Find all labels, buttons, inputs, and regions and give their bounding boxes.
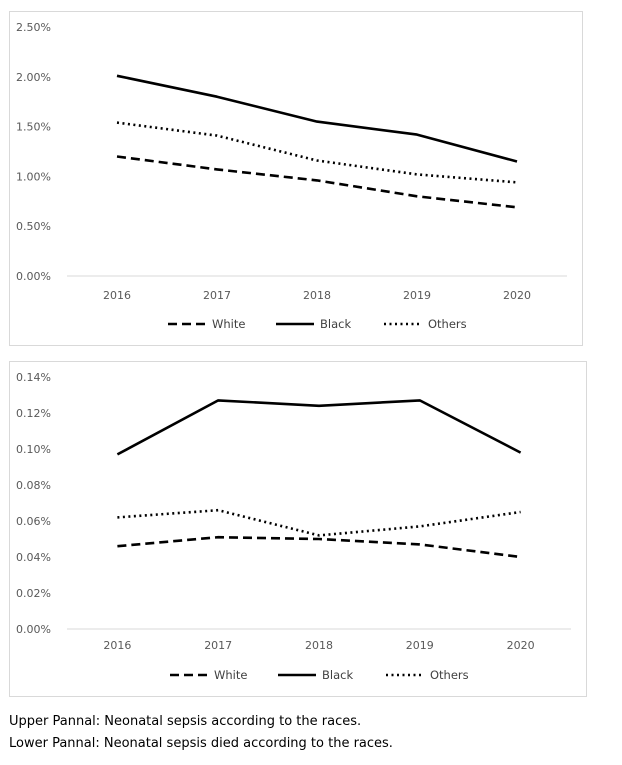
caption-upper: Upper Pannal: Neonatal sepsis according … <box>9 714 362 729</box>
legend-label-black: Black <box>322 668 353 682</box>
legend-label-others: Others <box>430 668 469 682</box>
y-tick-label: 2.50% <box>16 21 51 34</box>
upper-chart-panel: 0.00% 0.50% 1.00% 1.50% 2.00% 2.50% 2016 2017 20… <box>9 11 583 346</box>
y-tick-label: 1.00% <box>16 170 51 183</box>
y-tick-label: 0.12% <box>16 407 51 420</box>
y-tick-label: 0.50% <box>16 220 51 233</box>
x-tick-label: 2019 <box>406 639 434 652</box>
x-tick-label: 2019 <box>403 289 431 302</box>
y-tick-label: 0.10% <box>16 443 51 456</box>
caption-lower: Lower Pannal: Neonatal sepsis died accor… <box>9 736 393 751</box>
y-tick-label: 0.04% <box>16 551 51 564</box>
legend: White Black Others <box>168 317 467 331</box>
x-tick-label: 2018 <box>305 639 333 652</box>
series-line-black <box>116 399 522 456</box>
upper-line-chart: 0.00% 0.50% 1.00% 1.50% 2.00% 2.50% 2016 2017 20… <box>16 21 567 331</box>
y-tick-label: 0.00% <box>16 270 51 283</box>
x-tick-label: 2016 <box>103 639 131 652</box>
x-tick-label: 2020 <box>503 289 531 302</box>
series-line-white <box>116 155 518 209</box>
x-tick-label: 2017 <box>204 639 232 652</box>
legend: White Black Others <box>170 668 469 682</box>
x-tick-label: 2018 <box>303 289 331 302</box>
legend-label-others: Others <box>428 317 467 331</box>
y-tick-label: 0.14% <box>16 371 51 384</box>
series-line-others <box>117 508 521 537</box>
lower-line-chart: 0.00% 0.02% 0.04% 0.06% 0.08% 0.10% 0.12% 0.14%… <box>16 371 571 682</box>
legend-label-white: White <box>212 317 245 331</box>
y-tick-label: 2.00% <box>16 71 51 84</box>
y-tick-label: 0.08% <box>16 479 51 492</box>
y-tick-label: 0.02% <box>16 587 51 600</box>
captions: Upper Pannal: Neonatal sepsis according … <box>9 711 393 755</box>
x-tick-label: 2020 <box>507 639 535 652</box>
x-tick-label: 2016 <box>103 289 131 302</box>
x-tick-label: 2017 <box>203 289 231 302</box>
series-line-white <box>117 535 521 559</box>
y-tick-label: 1.50% <box>16 121 51 134</box>
series-line-others <box>116 121 518 184</box>
y-tick-label: 0.00% <box>16 623 51 636</box>
series-line-black <box>116 74 518 163</box>
lower-chart-panel: 0.00% 0.02% 0.04% 0.06% 0.08% 0.10% 0.12% 0.14%… <box>9 361 587 697</box>
legend-label-white: White <box>214 668 247 682</box>
legend-label-black: Black <box>320 317 351 331</box>
y-tick-label: 0.06% <box>16 515 51 528</box>
